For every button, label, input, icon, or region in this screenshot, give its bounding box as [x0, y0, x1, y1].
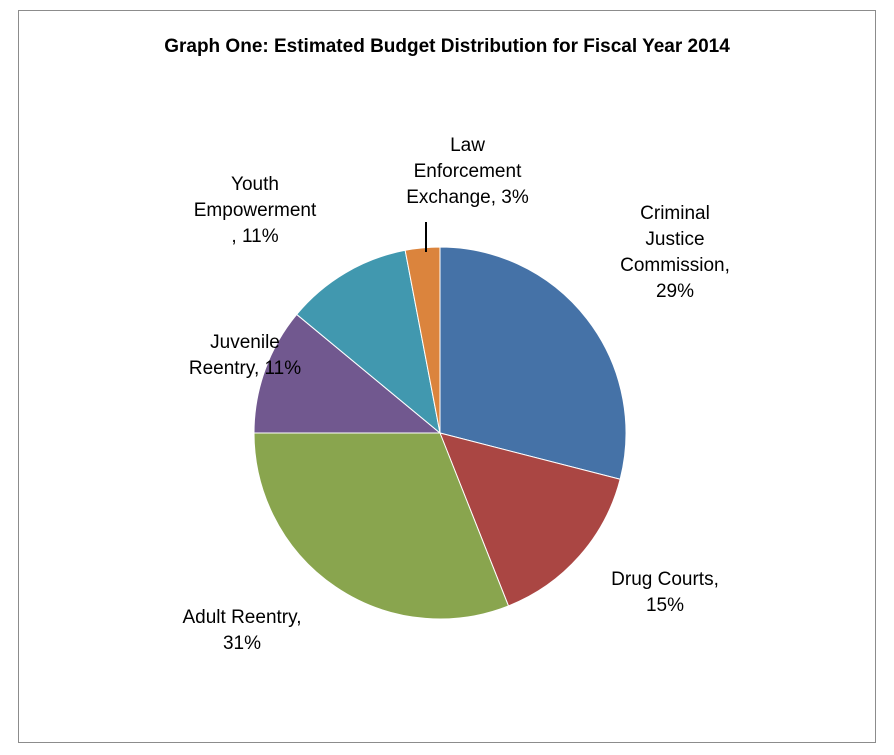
pie-slice-juvenile-reentry	[253, 313, 442, 434]
pie-slice-adult-reentry	[253, 432, 510, 620]
slice-label-law-enforcement: Law Enforcement Exchange, 3%	[406, 135, 529, 208]
pie-slice-law-enforcement	[404, 246, 441, 434]
slice-label-youth-empowerment: Youth Empowerment , 11%	[193, 174, 317, 247]
slice-label-adult-reentry: Adult Reentry, 31%	[182, 607, 302, 654]
slice-label-criminal-justice: Criminal Justice Commission, 29%	[620, 203, 730, 302]
slice-label-drug-courts: Drug Courts, 15%	[611, 569, 719, 616]
chart-title: Graph One: Estimated Budget Distribution…	[164, 36, 730, 57]
pie-slice-criminal-justice	[439, 246, 627, 480]
pie-slice-drug-courts	[439, 432, 621, 607]
slice-label-juvenile-reentry: Juvenile Reentry, 11%	[188, 332, 302, 379]
pie-slice-youth-empowerment	[295, 249, 441, 435]
